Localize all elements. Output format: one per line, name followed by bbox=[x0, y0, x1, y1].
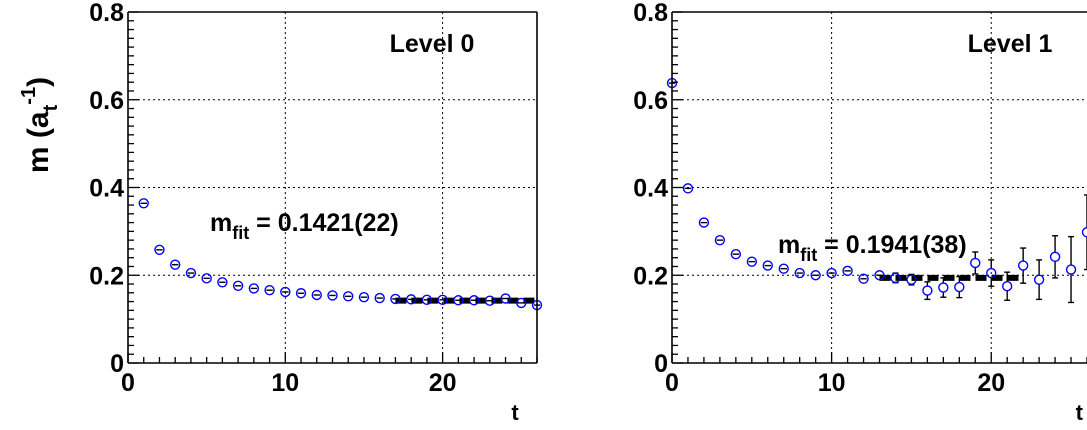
data-point bbox=[970, 257, 981, 269]
y-axis-title-sub: t bbox=[40, 104, 62, 111]
data-point bbox=[1065, 264, 1077, 275]
data-point bbox=[794, 267, 805, 279]
y-tick-label: 0.4 bbox=[89, 175, 124, 203]
x-tick-label: 10 bbox=[818, 369, 846, 397]
data-point bbox=[358, 291, 370, 303]
tick-labels: 0 10 20 0 0.2 0.4 0.6 0.8 bbox=[633, 0, 1005, 397]
data-point bbox=[810, 270, 821, 281]
data-point bbox=[890, 272, 901, 284]
fit-annotation-sub: fit bbox=[232, 223, 249, 243]
data-point bbox=[1001, 281, 1013, 292]
data-point bbox=[154, 244, 165, 256]
fit-annotation: mfit = 0.1941(38) bbox=[778, 231, 967, 265]
y-tick-label: 0.8 bbox=[89, 0, 124, 27]
data-point bbox=[484, 295, 496, 306]
y-tick-label: 0.8 bbox=[633, 0, 668, 27]
data-point bbox=[390, 293, 401, 305]
data-point bbox=[138, 198, 149, 209]
fit-annotation-value: = 0.1421(22) bbox=[249, 209, 398, 237]
grid bbox=[672, 12, 1087, 363]
x-tick-label: 20 bbox=[429, 369, 457, 397]
tick-labels: 0 10 20 0 0.2 0.4 0.6 0.8 bbox=[89, 0, 456, 397]
y-tick-label: 0.6 bbox=[633, 87, 668, 115]
panel-title: Level 0 bbox=[390, 30, 475, 58]
fit-annotation-main: m bbox=[210, 209, 232, 237]
data-point bbox=[405, 294, 417, 305]
data-point bbox=[922, 285, 933, 296]
data-point bbox=[826, 267, 837, 279]
y-tick-label: 0 bbox=[110, 350, 124, 378]
data-point bbox=[169, 259, 181, 270]
y-axis-title: m (at-1) bbox=[18, 77, 62, 173]
data-point bbox=[264, 284, 275, 296]
y-tick-label: 0 bbox=[654, 350, 668, 378]
x-tick-label: 0 bbox=[665, 369, 679, 397]
panel-title: Level 1 bbox=[968, 30, 1053, 58]
x-axis-title: t bbox=[1076, 400, 1084, 425]
data-point bbox=[730, 248, 742, 260]
data-point bbox=[714, 234, 726, 246]
data-point bbox=[986, 267, 997, 279]
axis-ticks bbox=[671, 11, 1087, 364]
data-point bbox=[421, 294, 433, 306]
fit-annotation-sub: fit bbox=[800, 245, 817, 265]
chart-panel-level-1: 0 10 20 0 0.2 0.4 0.6 0.8 Level 1 mfit = 0.1941… bbox=[633, 0, 1087, 425]
data-point bbox=[954, 281, 965, 293]
svg-text:m (at-1): m (at-1) bbox=[18, 77, 62, 173]
data-point bbox=[311, 289, 322, 301]
data-point bbox=[906, 274, 917, 285]
y-axis-title-sup: -1 bbox=[18, 87, 40, 105]
data-point bbox=[500, 293, 511, 304]
x-tick-label: 0 bbox=[121, 369, 135, 397]
data-point bbox=[248, 283, 260, 294]
data-point bbox=[842, 265, 853, 277]
data-point bbox=[232, 280, 244, 291]
x-axis-title: t bbox=[511, 400, 519, 425]
axes-frame bbox=[671, 11, 1087, 364]
data-point bbox=[762, 260, 773, 271]
fit-annotation-value: = 0.1941(38) bbox=[817, 231, 966, 259]
data-point bbox=[217, 277, 228, 288]
data-point bbox=[698, 217, 710, 228]
data-point bbox=[327, 290, 338, 301]
data-point bbox=[201, 273, 212, 284]
y-tick-label: 0.4 bbox=[633, 175, 668, 203]
data-point bbox=[1033, 274, 1045, 285]
data-point bbox=[746, 256, 758, 267]
x-tick-label: 10 bbox=[271, 369, 299, 397]
x-tick-label: 20 bbox=[977, 369, 1005, 397]
data-point bbox=[295, 288, 307, 299]
fit-annotation: mfit = 0.1421(22) bbox=[210, 209, 399, 243]
data-point bbox=[374, 292, 385, 304]
data-point bbox=[280, 286, 291, 298]
y-axis-title-main: m (a bbox=[22, 111, 55, 173]
data-point bbox=[874, 270, 885, 281]
data-point bbox=[938, 282, 949, 293]
data-point bbox=[858, 273, 869, 284]
y-tick-label: 0.2 bbox=[633, 262, 668, 290]
y-tick-label: 0.2 bbox=[89, 262, 124, 290]
data-point bbox=[778, 263, 789, 274]
data-points bbox=[666, 77, 1087, 304]
data-point bbox=[1049, 251, 1061, 263]
data-point bbox=[1017, 260, 1029, 271]
data-point bbox=[343, 291, 354, 302]
data-point bbox=[185, 267, 197, 279]
grid bbox=[128, 12, 537, 363]
data-point bbox=[453, 295, 464, 306]
data-point bbox=[682, 183, 694, 194]
y-axis-title-close: ) bbox=[22, 77, 55, 87]
data-point bbox=[516, 297, 527, 309]
data-points bbox=[138, 198, 543, 311]
fit-annotation-main: m bbox=[778, 231, 800, 259]
data-point bbox=[468, 295, 480, 306]
y-tick-label: 0.6 bbox=[89, 87, 124, 115]
data-point bbox=[437, 294, 448, 306]
data-point bbox=[1081, 227, 1087, 238]
chart-panel-level-0: 0 10 20 0 0.2 0.4 0.6 0.8 Level 0 mfit = 0.1421… bbox=[89, 0, 543, 425]
axis-ticks bbox=[127, 11, 538, 364]
